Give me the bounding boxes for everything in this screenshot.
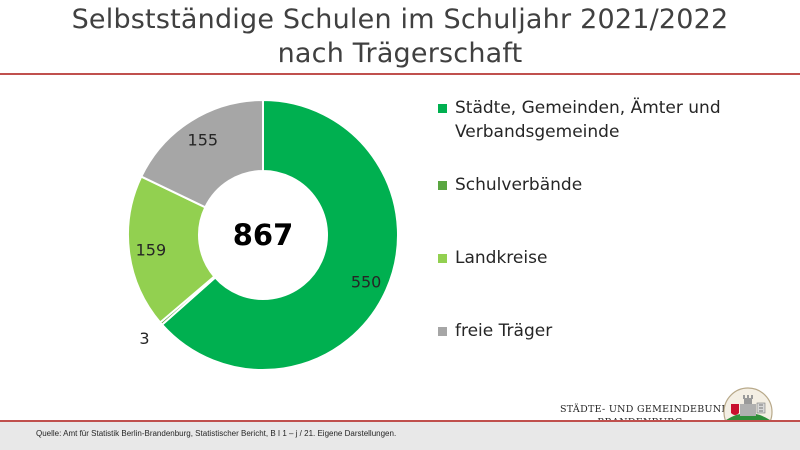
title-area: Selbstständige Schulen im Schuljahr 2021… — [0, 0, 800, 72]
legend-label-staedte: Städte, Gemeinden, Ämter und Verbandsgem… — [455, 98, 721, 142]
slice-label-landkreise: 159 — [136, 241, 167, 260]
legend-swatch-schulverbaende — [438, 181, 447, 190]
source-note: Quelle: Amt für Statistik Berlin-Branden… — [36, 429, 397, 438]
footer-bar: Quelle: Amt für Statistik Berlin-Branden… — [0, 422, 800, 450]
slice-label-staedte: 550 — [351, 272, 382, 291]
donut-slice-landkreise — [127, 175, 216, 324]
top-divider — [0, 73, 800, 75]
chart-title-line-2: nach Trägerschaft — [277, 38, 523, 69]
legend-swatch-staedte — [438, 104, 447, 113]
donut-center-total: 867 — [233, 218, 294, 252]
donut-slices — [127, 98, 399, 371]
legend-label-freie-traeger: freie Träger — [455, 321, 553, 341]
legend-label-schulverbaende: Schulverbände — [455, 175, 583, 195]
legend-label-landkreise: Landkreise — [455, 248, 548, 268]
donut-chart: 550 3 159 155 867 — [127, 98, 399, 371]
bottom-divider — [0, 420, 800, 422]
organization-name-line-1: STÄDTE- UND GEMEINDEBUND — [560, 404, 730, 415]
donut-slice-staedte — [160, 98, 399, 371]
legend-swatch-landkreise — [438, 254, 447, 263]
donut-slice-freie-traeger — [139, 98, 264, 209]
slice-label-schulverbaende: 3 — [139, 329, 149, 348]
chart-title-line-1: Selbstständige Schulen im Schuljahr 2021… — [71, 4, 729, 35]
legend-swatch-freie-traeger — [438, 327, 447, 336]
slice-label-freie-traeger: 155 — [188, 130, 219, 149]
donut-slice-labels: 550 3 159 155 — [136, 130, 382, 348]
